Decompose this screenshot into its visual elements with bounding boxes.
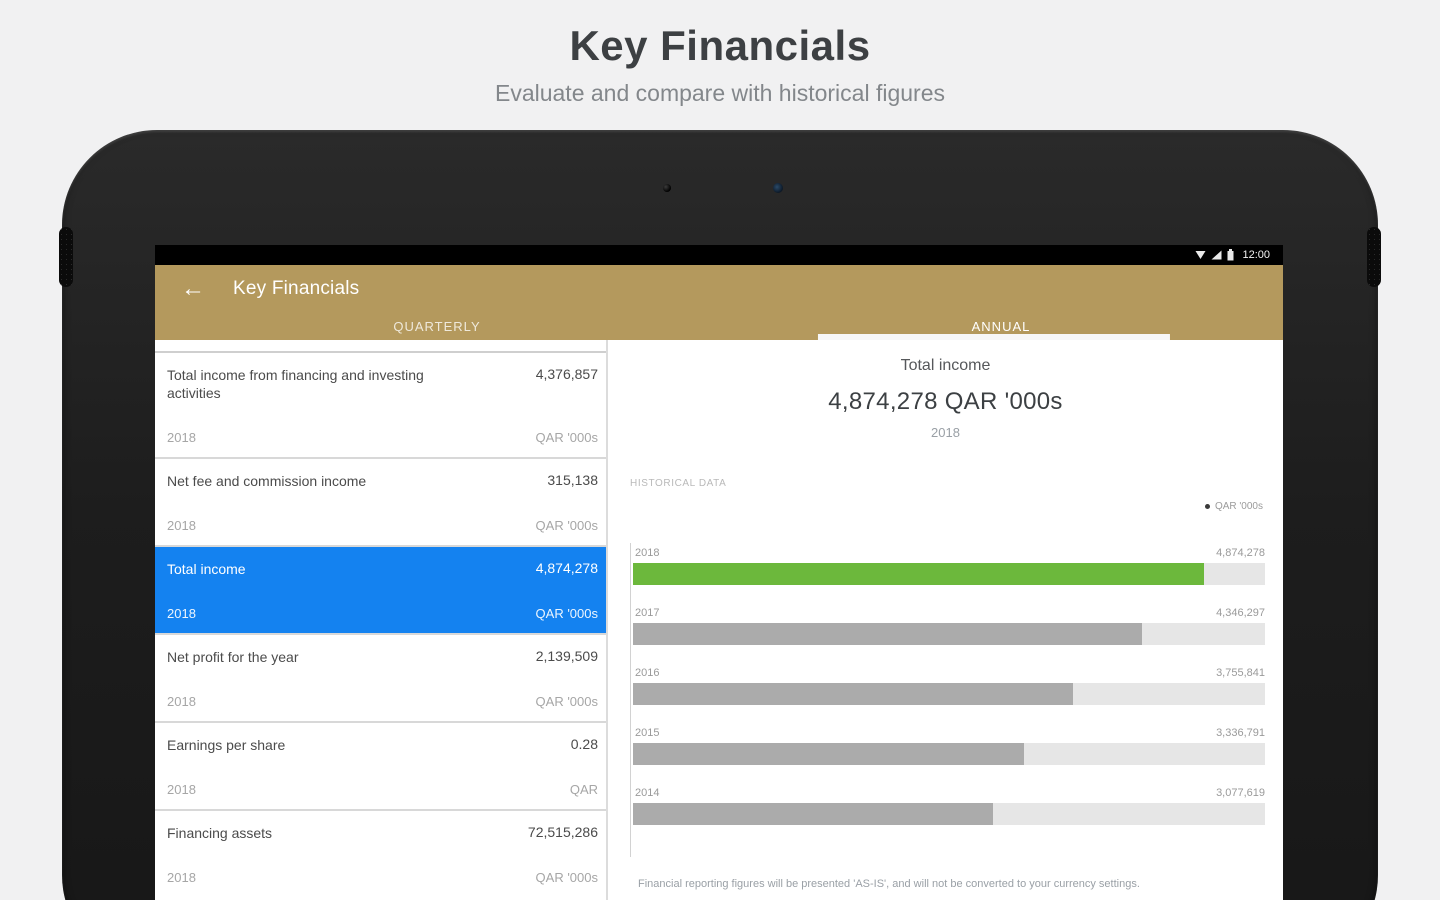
list-item-earnings-per-share[interactable]: Earnings per share 0.28 2018 QAR [155,721,606,809]
chart-row-2014: 2014 3,077,619 [631,783,1265,843]
bar-fill-2016 [633,683,1073,705]
bar-track [633,563,1265,585]
metric-unit: QAR '000s [535,870,598,885]
bar-fill-2015 [633,743,1024,765]
metric-value: 315,138 [547,472,598,488]
bar-fill-2017 [633,623,1142,645]
footnote: Financial reporting figures will be pres… [638,878,1140,890]
speaker-grille-right-icon [1367,227,1381,287]
metric-unit: QAR [569,782,598,797]
chart-value-label: 4,346,297 [1216,607,1265,619]
metric-title: Financing assets [167,825,273,841]
status-time: 12:00 [1242,249,1270,261]
camera-lens-icon [773,183,783,193]
page-subtitle: Evaluate and compare with historical fig… [494,80,945,106]
chart-value-label: 3,755,841 [1216,667,1265,679]
wifi-icon [1195,250,1206,260]
detail-panel: Total income 4,874,278 QAR '000s 2018 HI… [608,340,1283,900]
metric-unit: QAR '000s [535,430,598,445]
detail-value: 4,874,278 QAR '000s [828,388,1063,415]
app-bar-title: Key Financials [233,277,360,299]
metric-year: 2018 [167,606,196,621]
legend-dot-icon [1204,504,1210,509]
page-header: Key Financials Evaluate and compare with… [0,22,1440,107]
historical-bar-chart: 2018 4,874,278 2017 4,346,297 [630,543,1265,857]
content-area: Total income from financing and investin… [155,340,1283,900]
metric-title: Net profit for the year [167,649,299,665]
bar-track [633,683,1265,705]
bar-fill-2014 [633,803,994,825]
bar-track [633,743,1265,765]
metric-value: 4,376,857 [535,366,598,382]
list-item-total-income[interactable]: Total income 4,874,278 2018 QAR '000s [155,545,606,633]
app-bar: ← Key Financials [155,265,1283,312]
list-item-net-profit-for-the-year[interactable]: Net profit for the year 2,139,509 2018 Q… [155,633,606,721]
battery-icon [1227,249,1234,261]
chart-legend: QAR '000s [1204,501,1263,512]
list-item-total-income-financing-investing[interactable]: Total income from financing and investin… [155,353,606,457]
tablet-screen: 12:00 ← Key Financials QUARTERLY ANNUAL [155,245,1283,900]
metric-year: 2018 [167,518,196,533]
page-title: Key Financials [569,22,871,69]
metric-value: 2,139,509 [535,648,598,664]
chart-year-label: 2016 [635,667,660,679]
metric-title: Total income [167,561,246,577]
speaker-grille-left-icon [59,227,73,287]
chart-year-label: 2018 [635,547,660,559]
list-item-financing-assets[interactable]: Financing assets 72,515,286 2018 QAR '00… [155,809,606,897]
bar-track [633,803,1265,825]
metric-unit: QAR '000s [535,518,598,533]
metric-title: Total income from financing and investin… [167,367,424,402]
historical-data-label: HISTORICAL DATA [630,478,727,489]
chart-value-label: 3,336,791 [1216,727,1265,739]
chart-row-2015: 2015 3,336,791 [631,723,1265,783]
tab-quarterly[interactable]: QUARTERLY [155,312,719,340]
tablet-device-frame: 12:00 ← Key Financials QUARTERLY ANNUAL [59,130,1381,900]
list-item-net-fee-commission-income[interactable]: Net fee and commission income 315,138 20… [155,457,606,545]
chart-year-label: 2014 [635,787,660,799]
bar-track [633,623,1265,645]
back-arrow-icon[interactable]: ← [181,274,205,302]
chart-row-2018: 2018 4,874,278 [631,543,1265,603]
tab-annual-label: ANNUAL [971,318,1031,334]
metric-value: 72,515,286 [527,824,598,840]
signal-icon [1211,250,1222,260]
chart-value-label: 4,874,278 [1216,547,1265,559]
metric-unit: QAR '000s [535,606,598,621]
detail-year: 2018 [931,425,960,440]
tab-selected-indicator [817,334,1170,340]
chart-year-label: 2017 [635,607,660,619]
metric-value: 0.28 [570,736,598,752]
chart-row-2017: 2017 4,346,297 [631,603,1265,663]
camera-dot-icon [663,184,671,192]
chart-value-label: 3,077,619 [1216,787,1265,799]
metric-year: 2018 [167,430,196,445]
metric-value: 4,874,278 [535,560,598,576]
bar-fill-2018 [633,563,1204,585]
tab-quarterly-label: QUARTERLY [393,318,481,334]
status-bar: 12:00 [155,245,1283,265]
detail-title: Total income [900,357,991,374]
metrics-list: Total income from financing and investin… [155,340,608,900]
metric-title: Earnings per share [167,737,286,753]
tab-bar: QUARTERLY ANNUAL [155,312,1283,340]
metric-year: 2018 [167,782,196,797]
metrics-list-inner: Total income from financing and investin… [155,351,606,897]
metric-year: 2018 [167,694,196,709]
metric-year: 2018 [167,870,196,885]
metric-title: Net fee and commission income [167,473,367,489]
legend-label: QAR '000s [1214,501,1263,512]
chart-year-label: 2015 [635,727,660,739]
chart-row-2016: 2016 3,755,841 [631,663,1265,723]
tab-annual[interactable]: ANNUAL [719,312,1283,340]
metric-unit: QAR '000s [535,694,598,709]
